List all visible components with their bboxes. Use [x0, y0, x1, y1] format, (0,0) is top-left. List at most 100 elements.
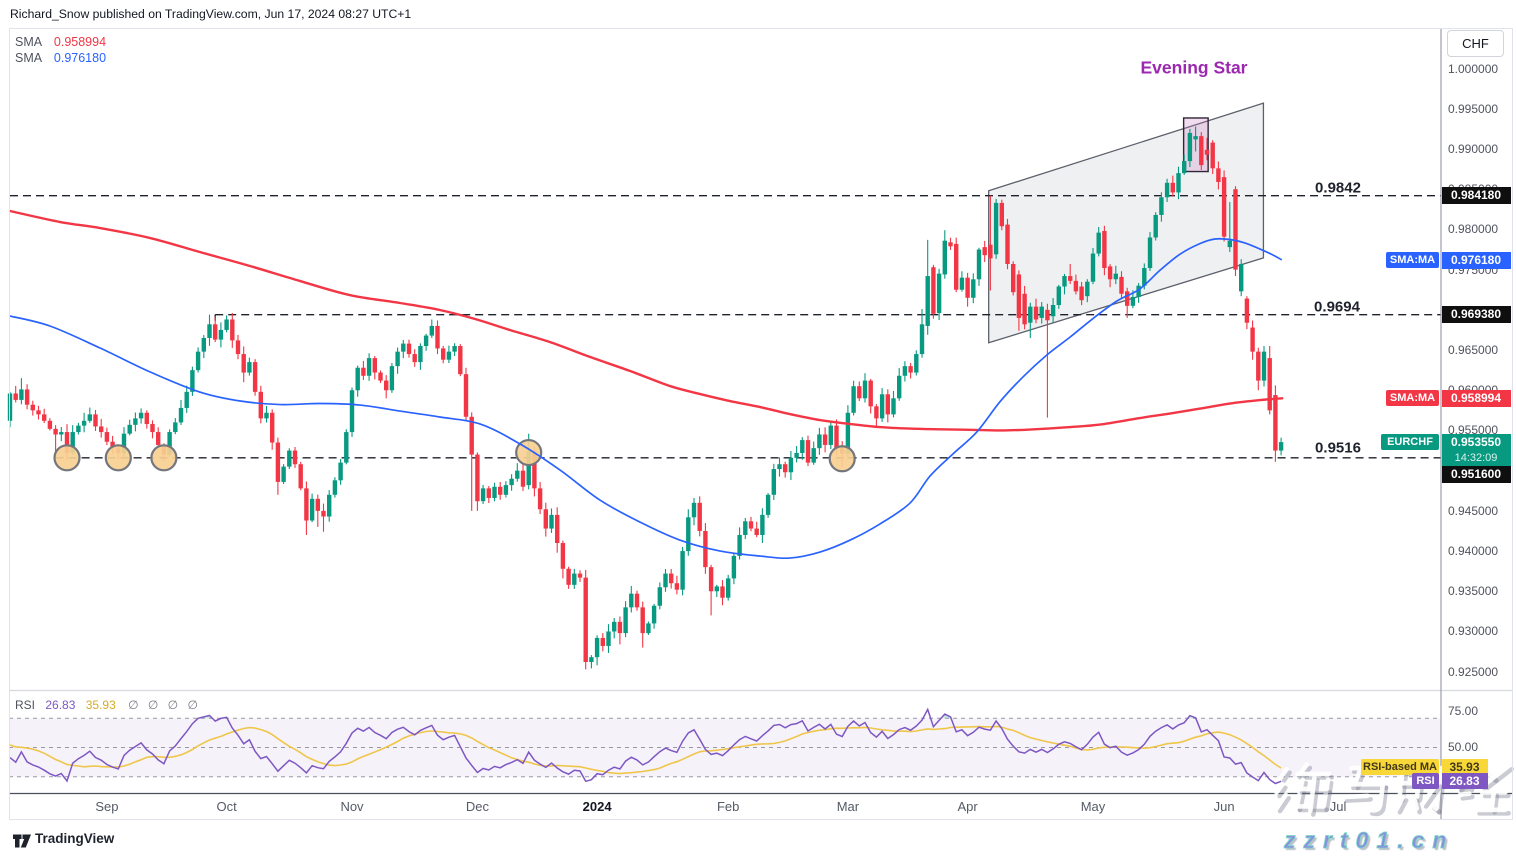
sma1-value: 0.958994 — [53, 35, 107, 49]
candle — [988, 195, 993, 291]
candle — [1199, 132, 1204, 170]
candle — [395, 347, 400, 374]
evening-star-annotation[interactable]: Evening Star — [1140, 57, 1248, 78]
rsi-legend[interactable]: RSI 26.83 35.93 ∅ ∅ ∅ ∅ — [15, 698, 201, 712]
time-label-Feb: Feb — [716, 799, 740, 814]
sma-slow-line[interactable] — [8, 209, 1284, 432]
candle — [247, 357, 252, 376]
support-touch-circle[interactable] — [828, 445, 856, 473]
axis-label-0984180: 0.984180 — [1441, 187, 1511, 205]
candle — [583, 569, 588, 670]
candle — [406, 339, 412, 358]
candle — [1273, 385, 1278, 462]
candle — [1164, 178, 1170, 203]
candle — [389, 362, 395, 393]
candle — [606, 624, 611, 653]
candle — [361, 360, 366, 380]
candle — [1085, 279, 1090, 303]
price-tick-0.940000: 0.940000 — [1448, 544, 1499, 559]
candle — [309, 493, 315, 523]
candle — [207, 314, 212, 346]
candle — [800, 437, 805, 460]
candle — [19, 378, 24, 405]
level-label-9516[interactable]: 0.9516 — [1315, 439, 1361, 457]
time-label-2024: 2024 — [582, 799, 612, 814]
support-touch-circle[interactable] — [104, 444, 132, 472]
currency-button[interactable]: CHF — [1447, 30, 1504, 57]
candle — [412, 349, 417, 367]
candle — [1227, 202, 1232, 252]
candle — [53, 425, 58, 455]
price-tick-0.930000: 0.930000 — [1448, 624, 1499, 639]
candle — [594, 635, 600, 666]
axis-label-sma-slow: 0.958994 — [1441, 389, 1511, 407]
candle — [446, 345, 452, 363]
candle — [81, 412, 87, 433]
tradingview-attribution[interactable]: TradingView — [12, 830, 212, 850]
rsi-axis-value: 26.83 — [1441, 772, 1488, 789]
candle — [355, 365, 360, 397]
candle — [520, 463, 526, 491]
candle — [1244, 296, 1250, 330]
candle — [663, 569, 668, 592]
candle — [771, 463, 776, 500]
candle — [270, 409, 275, 450]
candle — [674, 575, 680, 595]
price-tick-0.945000: 0.945000 — [1448, 503, 1499, 518]
candle — [891, 390, 896, 418]
candle — [1068, 264, 1073, 284]
rsi-line[interactable] — [9, 707, 1282, 785]
candle — [469, 412, 474, 511]
candle — [138, 408, 144, 424]
support-touch-circle[interactable] — [150, 444, 178, 472]
candle — [629, 585, 634, 613]
candle — [560, 540, 566, 579]
candle — [788, 450, 794, 481]
candle — [914, 350, 919, 376]
candle — [429, 319, 434, 338]
candle — [657, 582, 662, 610]
candle — [42, 408, 47, 424]
rsi-ma-line[interactable] — [9, 725, 1282, 775]
candle — [235, 334, 241, 360]
axis-label-0969380: 0.969380 — [1441, 306, 1511, 324]
candle — [509, 474, 514, 491]
rsi-legend-label: RSI — [15, 698, 36, 712]
candle — [463, 367, 469, 421]
candle — [993, 198, 999, 259]
candle — [760, 508, 765, 544]
candle — [486, 486, 491, 503]
sma-fast-line[interactable] — [9, 237, 1282, 560]
sma-legend-row-1[interactable]: SMA 0.958994 — [15, 35, 106, 49]
candle — [99, 418, 104, 438]
level-label-9842[interactable]: 0.9842 — [1315, 179, 1361, 197]
candle — [680, 546, 685, 596]
sma2-label: SMA — [15, 51, 42, 65]
candle — [423, 333, 429, 351]
candle — [754, 521, 759, 538]
candle — [765, 493, 771, 518]
time-label-Mar: Mar — [836, 799, 860, 814]
candle — [264, 406, 269, 423]
sma-legend-row-2[interactable]: SMA 0.976180 — [15, 51, 106, 65]
candle — [1113, 265, 1118, 285]
candle — [13, 385, 18, 403]
candle — [230, 312, 235, 348]
candle — [366, 353, 372, 381]
candle — [195, 347, 201, 373]
candle — [936, 268, 942, 320]
candle — [1028, 302, 1033, 338]
candle — [1261, 346, 1267, 387]
support-touch-circle[interactable] — [53, 444, 81, 472]
candle — [999, 199, 1004, 231]
candle — [976, 247, 982, 286]
level-label-9694[interactable]: 0.9694 — [1314, 298, 1360, 316]
candle — [1107, 264, 1113, 288]
price-tick-0.965000: 0.965000 — [1448, 343, 1499, 358]
candle — [475, 452, 480, 511]
candles — [7, 126, 1284, 670]
tradingview-logo-icon — [13, 834, 31, 848]
time-label-Apr: Apr — [957, 799, 978, 814]
rising-channel[interactable] — [988, 102, 1265, 344]
